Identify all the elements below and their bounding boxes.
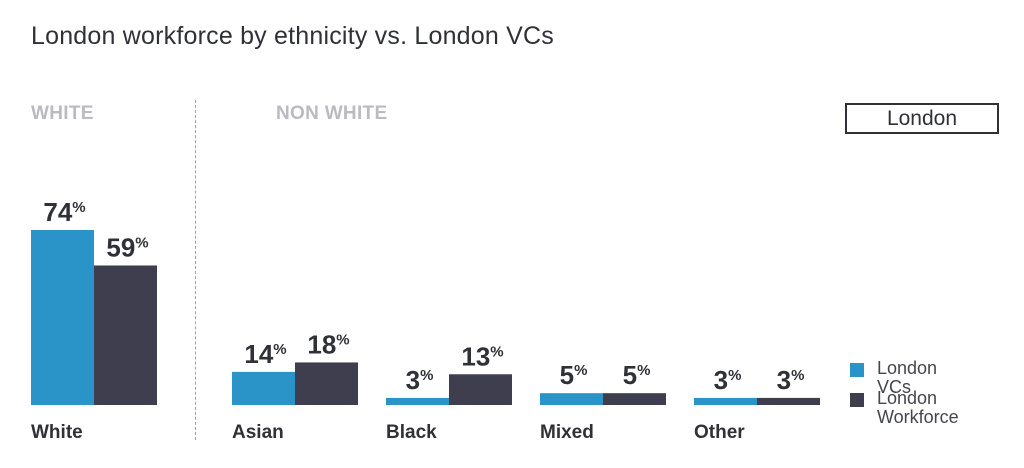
bar-asian-london-workforce (295, 362, 358, 405)
group-label-non-white: NON WHITE (276, 103, 388, 124)
category-label-other: Other (694, 422, 745, 443)
group-divider (195, 100, 196, 440)
value-label-asian-london-vcs: 14% (244, 339, 286, 369)
bar-other-london-vcs (694, 397, 757, 405)
bar-black-london-vcs (386, 397, 449, 405)
value-label-white-london-workforce: 59% (106, 232, 148, 262)
value-label-black-london-vcs: 3% (406, 365, 434, 395)
legend-label-london-workforce: London Workforce (877, 388, 959, 427)
bar-white-london-vcs (31, 230, 94, 405)
bar-white-london-workforce (94, 265, 157, 405)
legend-label-london-vcs: London VCs (877, 358, 938, 397)
bar-other-london-workforce (757, 397, 820, 405)
value-label-mixed-london-workforce: 5% (623, 360, 651, 390)
value-label-black-london-workforce: 13% (461, 341, 503, 371)
bar-black-london-workforce (449, 374, 512, 405)
category-label-asian: Asian (232, 422, 284, 443)
legend-swatch-london-workforce (850, 393, 864, 407)
bar-mixed-london-workforce (603, 393, 666, 405)
value-label-white-london-vcs: 74% (43, 197, 85, 227)
legend-swatch-london-vcs (850, 363, 864, 377)
region-selector-button[interactable]: London (845, 103, 999, 134)
value-label-asian-london-workforce: 18% (307, 329, 349, 359)
group-label-white: WHITE (31, 103, 94, 124)
bar-asian-london-vcs (232, 371, 295, 405)
category-label-black: Black (386, 422, 437, 443)
chart-title: London workforce by ethnicity vs. London… (31, 22, 554, 50)
value-label-other-london-workforce: 3% (777, 365, 805, 395)
value-label-other-london-vcs: 3% (714, 365, 742, 395)
category-label-mixed: Mixed (540, 422, 594, 443)
value-label-mixed-london-vcs: 5% (560, 360, 588, 390)
category-label-white: White (31, 422, 83, 443)
bar-mixed-london-vcs (540, 393, 603, 405)
